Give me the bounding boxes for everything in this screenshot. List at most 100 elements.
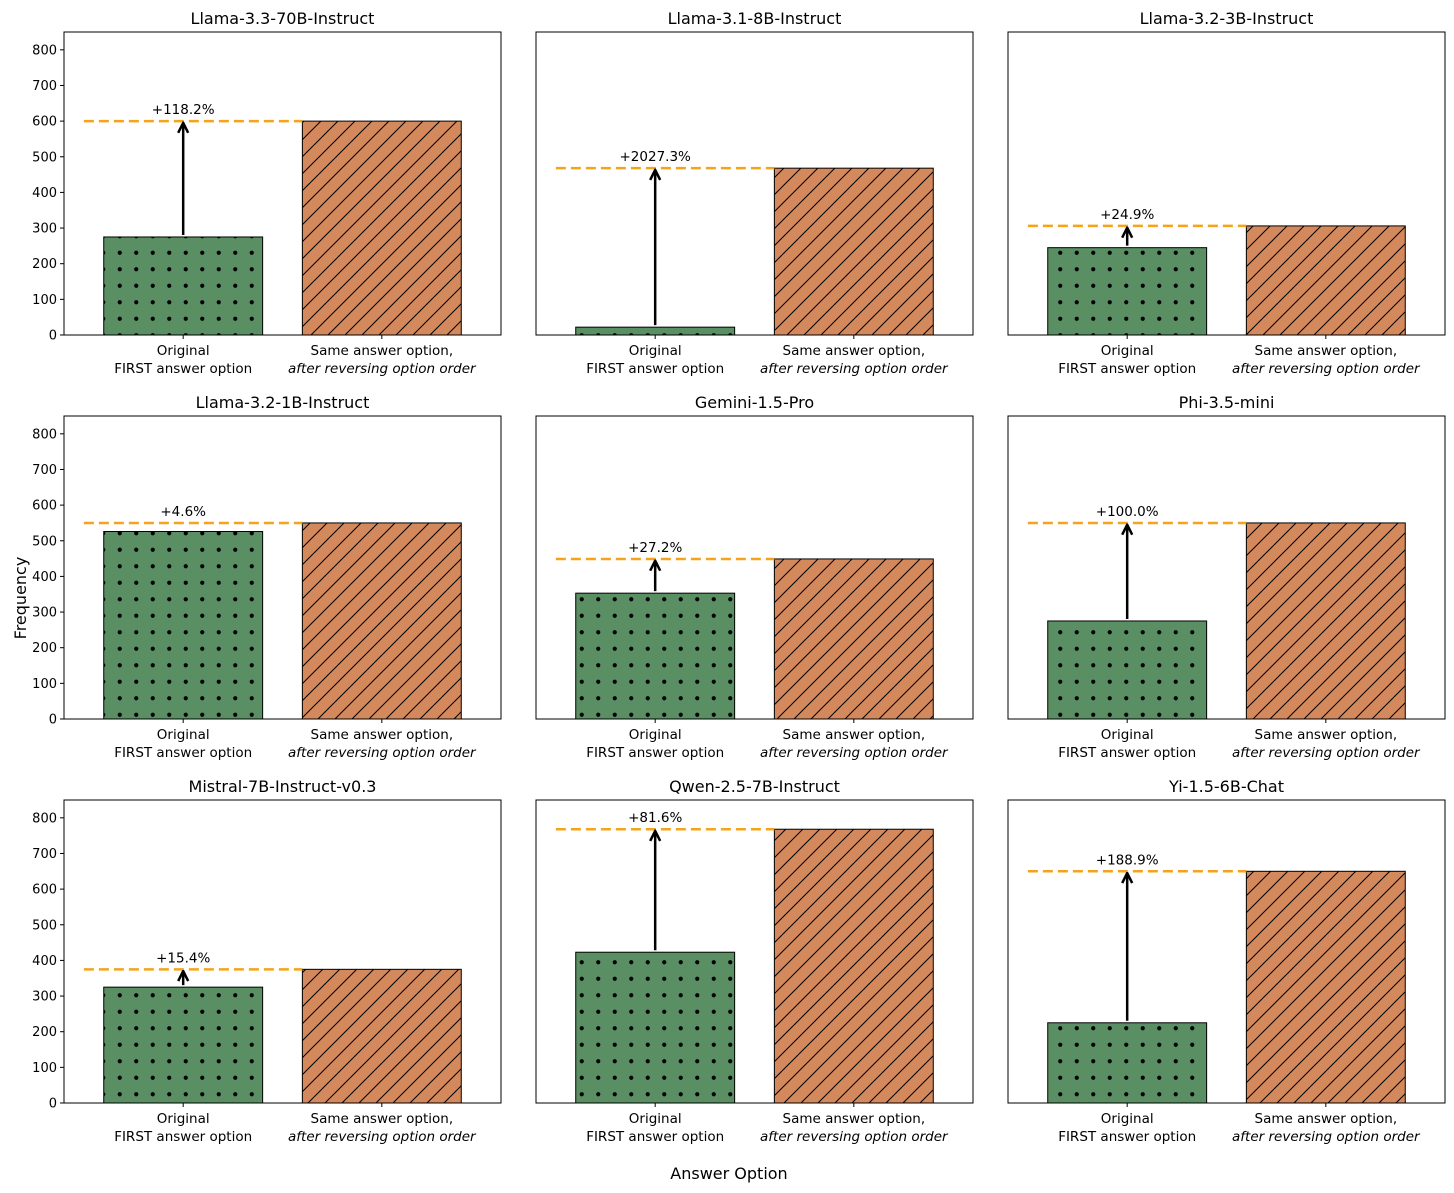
y-tick-label: 600 xyxy=(32,115,57,130)
x-tick-label: after reversing option order xyxy=(288,745,477,761)
x-tick-label: Original xyxy=(157,1111,210,1127)
y-tick-label: 500 xyxy=(32,150,57,165)
axes-frame xyxy=(535,799,974,1104)
x-tick-label: FIRST answer option xyxy=(1058,361,1196,377)
subplot-7: Mistral-7B-Instruct-v0.3 +15.4% 0 100 200 300… xyxy=(32,777,502,1145)
subplot-title: Gemini-1.5-Pro xyxy=(695,393,814,412)
y-tick-label: 100 xyxy=(32,677,57,692)
x-tick-label: Same answer option, xyxy=(1255,1111,1398,1127)
percent-increase-label: +15.4% xyxy=(156,950,210,966)
y-tick-label: 100 xyxy=(32,293,57,308)
percent-increase-label: +27.2% xyxy=(628,540,682,556)
y-axis-label: Frequency xyxy=(11,557,30,640)
bar-reversed-order xyxy=(301,968,462,1104)
x-tick-label: Original xyxy=(629,1111,682,1127)
subplot-title: Llama-3.3-70B-Instruct xyxy=(191,9,375,28)
x-tick-label: after reversing option order xyxy=(288,361,477,377)
axes-frame xyxy=(63,415,502,720)
axes-frame xyxy=(1007,31,1446,336)
percent-increase-label: +118.2% xyxy=(152,102,215,118)
y-tick-label: 300 xyxy=(32,222,57,237)
x-tick-label: Same answer option, xyxy=(1255,727,1398,743)
axes-frame xyxy=(535,415,974,720)
subplot-4: Llama-3.2-1B-Instruct +4.6% 0 100 200 300 400 5… xyxy=(32,393,502,761)
x-tick-label: Same answer option, xyxy=(783,727,926,743)
y-tick-label: 300 xyxy=(32,990,57,1005)
x-tick-label: after reversing option order xyxy=(760,1129,949,1145)
bar-original-first-option xyxy=(103,530,264,720)
subplot-title: Qwen-2.5-7B-Instruct xyxy=(669,777,840,796)
bar-reversed-order xyxy=(1245,225,1406,336)
y-tick-label: 700 xyxy=(32,847,57,862)
bar-reversed-order xyxy=(301,120,462,336)
y-tick-label: 200 xyxy=(32,1025,57,1040)
x-tick-label: Original xyxy=(157,727,210,743)
x-tick-label: Same answer option, xyxy=(311,1111,454,1127)
percent-increase-label: +100.0% xyxy=(1096,504,1159,520)
y-tick-label: 800 xyxy=(32,811,57,826)
x-tick-label: FIRST answer option xyxy=(1058,745,1196,761)
subplot-title: Yi-1.5-6B-Chat xyxy=(1168,777,1284,796)
y-tick-label: 0 xyxy=(49,1097,57,1112)
x-tick-label: after reversing option order xyxy=(288,1129,477,1145)
bar-original-first-option xyxy=(1047,1022,1208,1104)
x-tick-label: after reversing option order xyxy=(1232,361,1421,377)
y-tick-label: 800 xyxy=(32,43,57,58)
x-tick-label: FIRST answer option xyxy=(1058,1129,1196,1145)
x-tick-label: Same answer option, xyxy=(783,1111,926,1127)
subplot-8: Qwen-2.5-7B-Instruct +81.6% Original FIRST … xyxy=(535,777,974,1145)
x-axis-label: Answer Option xyxy=(670,1164,787,1183)
x-tick-label: Original xyxy=(629,343,682,359)
x-tick-label: FIRST answer option xyxy=(114,1129,252,1145)
x-tick-label: Original xyxy=(1101,343,1154,359)
y-tick-label: 700 xyxy=(32,79,57,94)
y-tick-label: 0 xyxy=(49,329,57,344)
axes-frame xyxy=(63,799,502,1104)
axes-frame xyxy=(1007,799,1446,1104)
subplot-title: Llama-3.1-8B-Instruct xyxy=(668,9,842,28)
axes-frame xyxy=(535,31,974,336)
subplot-5: Gemini-1.5-Pro +27.2% Original FIRST answer… xyxy=(535,393,974,761)
subplot-9: Yi-1.5-6B-Chat +188.9% Original FIRST answe… xyxy=(1007,777,1446,1145)
bar-original-first-option xyxy=(1047,247,1208,336)
x-tick-label: FIRST answer option xyxy=(114,745,252,761)
subplot-6: Phi-3.5-mini +100.0% Original FIRST answer … xyxy=(1007,393,1446,761)
axes-frame xyxy=(1007,415,1446,720)
bar-reversed-order xyxy=(773,558,934,720)
x-tick-label: after reversing option order xyxy=(760,361,949,377)
x-tick-label: Original xyxy=(629,727,682,743)
subplot-2: Llama-3.1-8B-Instruct +2027.3% Original FIR… xyxy=(535,9,974,377)
subplot-1: Llama-3.3-70B-Instruct +118.2% 0 100 200 300 4… xyxy=(32,9,502,377)
y-tick-label: 400 xyxy=(32,954,57,969)
x-tick-label: Same answer option, xyxy=(311,727,454,743)
bar-original-first-option xyxy=(1047,620,1208,720)
subplot-title: Llama-3.2-1B-Instruct xyxy=(196,393,370,412)
y-tick-label: 300 xyxy=(32,606,57,621)
subplot-title: Phi-3.5-mini xyxy=(1179,393,1275,412)
y-tick-label: 800 xyxy=(32,427,57,442)
bar-original-first-option xyxy=(575,592,736,720)
x-tick-label: after reversing option order xyxy=(1232,1129,1421,1145)
percent-increase-label: +4.6% xyxy=(160,504,206,520)
bar-original-first-option xyxy=(103,986,264,1104)
bar-reversed-order xyxy=(1245,870,1406,1104)
percent-increase-label: +24.9% xyxy=(1100,207,1154,223)
y-tick-label: 600 xyxy=(32,883,57,898)
axes-frame xyxy=(63,31,502,336)
x-tick-label: FIRST answer option xyxy=(114,361,252,377)
bar-reversed-order xyxy=(301,522,462,720)
y-tick-label: 200 xyxy=(32,641,57,656)
x-tick-label: Original xyxy=(157,343,210,359)
y-tick-label: 500 xyxy=(32,534,57,549)
x-tick-label: Original xyxy=(1101,1111,1154,1127)
percent-increase-label: +188.9% xyxy=(1096,852,1159,868)
y-tick-label: 600 xyxy=(32,499,57,514)
x-tick-label: Same answer option, xyxy=(311,343,454,359)
percent-increase-label: +81.6% xyxy=(628,810,682,826)
x-tick-label: Same answer option, xyxy=(783,343,926,359)
subplot-title: Mistral-7B-Instruct-v0.3 xyxy=(189,777,377,796)
y-tick-label: 500 xyxy=(32,918,57,933)
y-tick-label: 0 xyxy=(49,713,57,728)
subplot-grid: Llama-3.3-70B-Instruct +118.2% 0 100 200 300 4… xyxy=(32,9,1446,1145)
x-tick-label: after reversing option order xyxy=(1232,745,1421,761)
